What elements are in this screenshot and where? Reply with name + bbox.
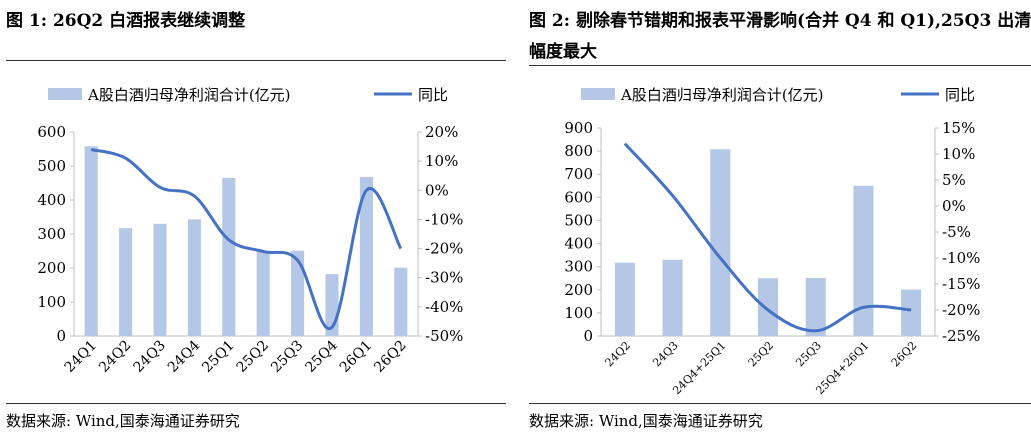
- figure-1-chart: A股白酒归母净利润合计(亿元) 同比 0 100 200 300 400 500 600 -50%…: [37, 86, 463, 376]
- bar-25Q3: [805, 277, 826, 336]
- bar-25Q1: [222, 177, 236, 336]
- legend-bar-label: A股白酒归母净利润合计(亿元): [87, 86, 291, 104]
- figure-2-bottom-rule: [529, 403, 1031, 404]
- x-tick-label: 24Q4: [165, 337, 203, 375]
- figure-1-top-rule: [6, 60, 506, 61]
- bar-24Q3: [662, 259, 683, 336]
- right-tick-label: 15%: [942, 119, 975, 137]
- bar-25Q2: [256, 251, 270, 336]
- x-tick-label: 24Q3: [650, 339, 680, 369]
- figure-2: 图 2: 剔除春节错期和报表平滑影响(合并 Q4 和 Q1),25Q3 出清幅度…: [523, 0, 1031, 436]
- left-tick-label: 300: [37, 225, 66, 243]
- bar-24Q1: [84, 146, 98, 336]
- bar-25Q3: [291, 250, 305, 336]
- figure-1: 图 1: 26Q2 白酒报表继续调整 A股白酒归母净利润合计(亿元) 同比 0 100…: [0, 0, 506, 436]
- left-tick-label: 200: [564, 281, 593, 299]
- x-tick-label: 24Q2: [96, 338, 134, 376]
- right-tick-label: -10%: [942, 249, 980, 267]
- x-tick-label: 26Q1: [337, 338, 375, 376]
- right-tick-label: -20%: [942, 301, 980, 319]
- figure-1-bottom-rule: [6, 403, 506, 404]
- right-tick-label: 20%: [425, 123, 458, 141]
- x-tick-label: 25Q3: [268, 338, 306, 376]
- left-tick-label: 900: [564, 119, 593, 137]
- figure-2-chart: A股白酒归母净利润合计(亿元) 同比 0 100 200 300 400 500 600 700 8…: [564, 86, 980, 397]
- right-tick-label: 0%: [425, 181, 449, 199]
- left-tick-label: 0: [583, 327, 593, 345]
- right-tick-label: -50%: [425, 327, 463, 345]
- left-tick-label: 100: [564, 304, 593, 322]
- right-tick-label: 10%: [942, 145, 975, 163]
- legend-bar-swatch: [48, 88, 82, 100]
- right-tick-label: 10%: [425, 152, 458, 170]
- figure-1-title: 图 1: 26Q2 白酒报表继续调整: [6, 11, 246, 31]
- right-tick-label: -40%: [425, 298, 463, 316]
- figure-2-top-rule: [529, 65, 1031, 66]
- left-tick-label: 700: [564, 165, 593, 183]
- x-tick-label: 25Q2: [234, 338, 272, 376]
- bar-24Q2: [614, 262, 635, 336]
- left-tick-label: 100: [37, 293, 66, 311]
- figure-2-title: 图 2: 剔除春节错期和报表平滑影响(合并 Q4 和 Q1),25Q3 出清幅度…: [529, 11, 1031, 62]
- left-tick-label: 500: [37, 157, 66, 175]
- legend-bar-swatch: [581, 88, 615, 100]
- x-tick-label: 25Q3: [793, 339, 823, 369]
- bar-24Q2: [119, 228, 133, 336]
- right-tick-label: -10%: [425, 210, 463, 228]
- left-tick-label: 400: [564, 235, 593, 253]
- x-tick-label: 25Q2: [746, 339, 776, 369]
- bar-24Q3: [153, 223, 167, 336]
- left-tick-label: 300: [564, 258, 593, 276]
- left-tick-label: 0: [56, 327, 66, 345]
- legend-line-label: 同比: [945, 86, 975, 104]
- left-tick-label: 600: [564, 188, 593, 206]
- right-tick-label: -20%: [425, 240, 463, 258]
- right-tick-label: 0%: [942, 197, 966, 215]
- x-tick-label: 26Q2: [371, 338, 409, 376]
- left-tick-label: 400: [37, 191, 66, 209]
- bar-25Q4+26Q1: [853, 185, 874, 336]
- left-tick-label: 500: [564, 211, 593, 229]
- x-tick-label: 24Q2: [603, 339, 633, 369]
- figure-1-source: 数据来源: Wind,国泰海通证券研究: [6, 412, 240, 430]
- bar-25Q2: [757, 278, 779, 336]
- right-tick-label: -30%: [425, 269, 463, 287]
- left-tick-label: 800: [564, 142, 593, 160]
- right-tick-label: -25%: [942, 327, 980, 345]
- right-tick-label: 5%: [942, 171, 966, 189]
- x-tick-label: 25Q1: [199, 338, 237, 376]
- bar-24Q4+25Q1: [710, 149, 731, 336]
- bar-26Q1: [359, 176, 373, 336]
- right-tick-label: -5%: [942, 223, 971, 241]
- x-tick-label: 24Q3: [131, 338, 169, 376]
- left-tick-label: 200: [37, 259, 66, 277]
- x-tick-label: 26Q2: [889, 339, 919, 369]
- legend-bar-label: A股白酒归母净利润合计(亿元): [620, 86, 824, 104]
- x-tick-label: 25Q4: [303, 337, 341, 375]
- yoy-line: [90, 148, 403, 331]
- bar-26Q2: [901, 289, 922, 336]
- x-tick-label: 24Q1: [62, 338, 100, 376]
- left-tick-label: 600: [37, 123, 66, 141]
- legend-line-label: 同比: [418, 86, 448, 104]
- bar-24Q4: [187, 219, 201, 336]
- right-tick-label: -15%: [942, 275, 980, 293]
- figure-2-source: 数据来源: Wind,国泰海通证券研究: [529, 412, 763, 430]
- bar-26Q2: [394, 267, 408, 336]
